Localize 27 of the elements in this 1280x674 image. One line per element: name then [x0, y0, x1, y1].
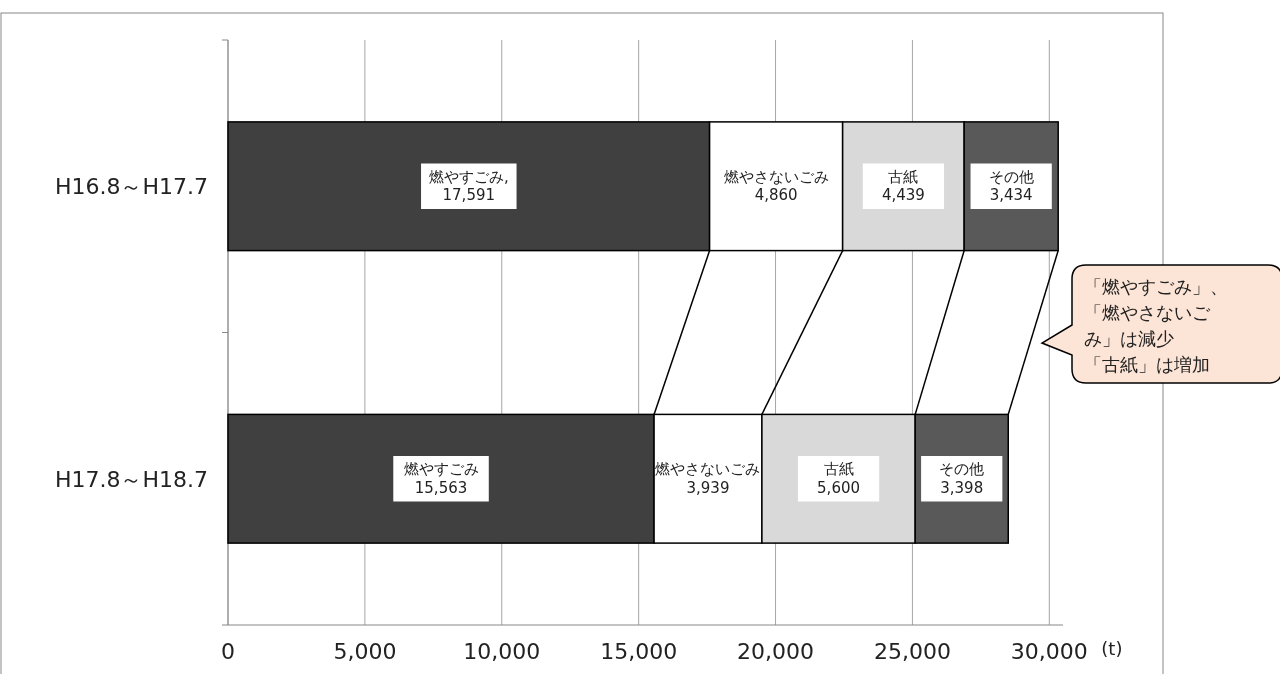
text: 古紙 [823, 460, 854, 478]
text: その他 [988, 167, 1034, 186]
data-label: 15,563 [414, 478, 468, 497]
data-label: 3,434 [989, 186, 1033, 205]
series-label: 燃やすごみ [403, 460, 479, 478]
data-label: 5,600 [817, 478, 861, 497]
x-tick-label: 25,000 [873, 639, 951, 664]
x-tick-label: 5,000 [333, 639, 397, 664]
text: 燃やさないごみ [723, 167, 829, 186]
series-label: 古紙 [888, 167, 919, 186]
x-tick-label: 20,000 [737, 639, 815, 664]
x-axis-title: (t) [1101, 638, 1123, 659]
callout: 「燃やすごみ」、「燃やさないごみ」は減少「古紙」は増加 [1041, 264, 1280, 384]
y-tick-label: H17.8～H18.7 [54, 466, 208, 492]
series-label: 燃やさないごみ [655, 460, 761, 478]
x-tick-label: 30,000 [1010, 639, 1088, 664]
x-tick-label: 15,000 [600, 639, 678, 664]
x-tick-label: 0 [221, 639, 235, 664]
x-tick-label: 10,000 [463, 639, 541, 664]
y-tick-label: H16.8～H17.7 [54, 174, 208, 200]
data-label: 3,398 [940, 478, 984, 497]
series-label: その他 [939, 460, 985, 478]
data-label: 4,860 [754, 186, 798, 205]
text: 17,591 [442, 186, 496, 205]
text: 燃やすごみ, [428, 167, 509, 186]
data-label: 4,439 [881, 186, 925, 205]
data-label: 3,939 [686, 478, 730, 497]
